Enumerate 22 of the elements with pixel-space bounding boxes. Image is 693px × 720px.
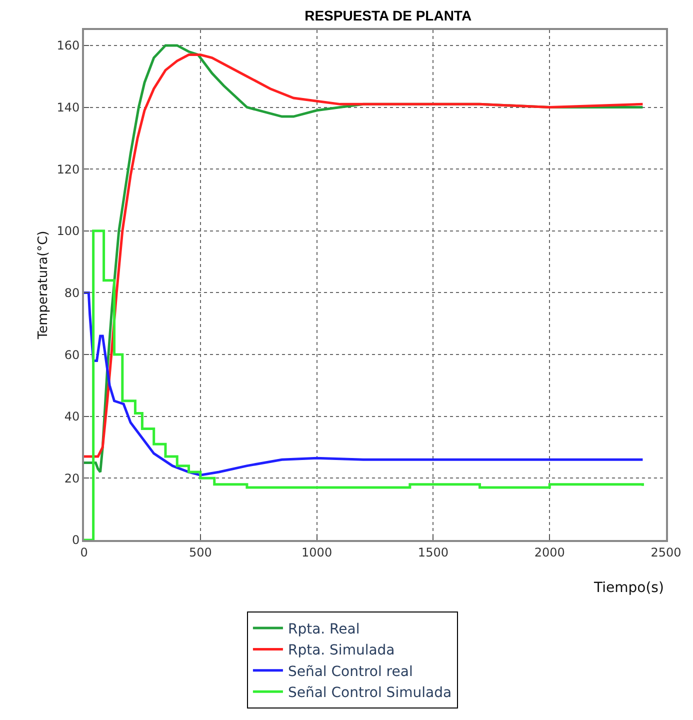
x-tick-label: 500 — [188, 545, 212, 560]
x-axis-title: Tiempo(s) — [593, 580, 664, 596]
y-tick-label: 80 — [64, 286, 80, 300]
legend-label: Señal Control Simulada — [288, 685, 452, 702]
y-axis-title: Temperatura(°C) — [36, 230, 52, 340]
y-tick-label: 0 — [72, 533, 80, 548]
legend-label: Rpta. Simulada — [288, 642, 395, 659]
y-tick-label: 160 — [56, 38, 80, 53]
x-tick-label: 1500 — [418, 545, 448, 560]
x-tick-label: 1000 — [302, 545, 332, 560]
y-tick-label: 120 — [56, 162, 80, 176]
x-tick-label: 2000 — [534, 545, 565, 560]
y-tick-label: 140 — [56, 100, 80, 114]
legend-label: Señal Control real — [288, 664, 413, 680]
y-tick-label: 20 — [64, 471, 80, 486]
y-tick-label: 60 — [64, 348, 80, 362]
line-series — [84, 291, 644, 476]
x-tick-label: 2500 — [650, 545, 682, 560]
chart-title: RESPUESTA DE PLANTA — [304, 8, 472, 24]
y-tick-label: 40 — [64, 410, 80, 424]
legend-label: Rpta. Real — [288, 621, 360, 638]
y-tick-label: 100 — [56, 224, 80, 238]
